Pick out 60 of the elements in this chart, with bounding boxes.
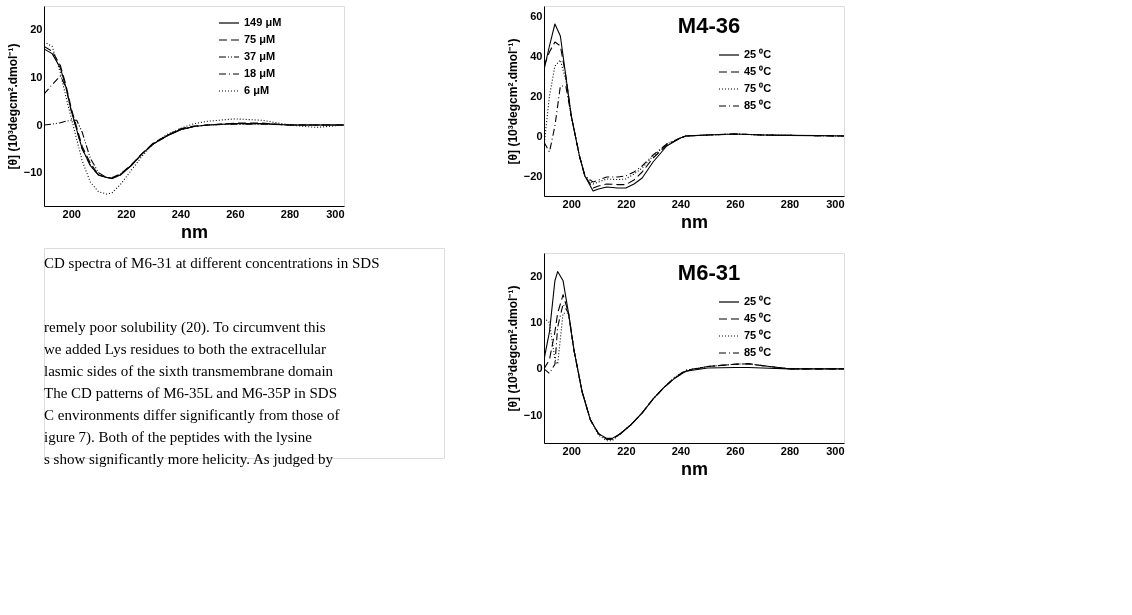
y-tick-label: 20: [530, 89, 543, 102]
y-tick-label: 20: [30, 23, 43, 36]
x-tick-label: 240: [671, 197, 691, 210]
text: igure 7). Both of the peptides with the lysine: [44, 429, 313, 446]
legend-label: 75 ⁰C: [744, 329, 772, 341]
legend-label: 25 ⁰C: [744, 295, 772, 307]
x-tick-label: 280: [780, 444, 800, 457]
x-tick-label: 240: [171, 207, 191, 220]
text: C environments differ significantly from those of: [44, 407, 340, 423]
legend-label: 85 ⁰C: [744, 99, 772, 111]
y-tick-label: 40: [530, 49, 543, 62]
chart-title: M4-36: [677, 13, 741, 38]
x-tick-label: 260: [226, 207, 245, 220]
x-tick-label: 280: [780, 197, 800, 210]
y-tick-label: 60: [530, 9, 543, 22]
text: lasmic sides of the sixth transmembrane domain: [44, 363, 334, 379]
legend-label: 6 μM: [244, 84, 270, 96]
legend-label: 149 μM: [244, 16, 282, 28]
y-axis-title: [θ] (10³degcm².dmol⁻¹): [505, 38, 520, 165]
y-tick-label: 0: [536, 129, 543, 142]
x-tick-label: 220: [617, 444, 636, 457]
legend-label: 18 μM: [244, 67, 276, 79]
text: CD spectra of M6-31 at different concentrations in SDS: [44, 255, 380, 271]
chart-title: M6-31: [677, 260, 741, 285]
x-axis-title: nm: [181, 221, 208, 242]
legend-label: 45 ⁰C: [744, 65, 772, 77]
y-tick-label: −20: [523, 169, 543, 182]
y-tick-label: −10: [23, 166, 43, 179]
y-axis-title: [θ] (10³degcm².dmol⁻¹): [505, 285, 520, 412]
text: The CD patterns of M6-35L and M6-35P in SDS: [44, 385, 338, 401]
y-tick-label: 10: [530, 316, 543, 329]
legend-label: 75 ⁰C: [744, 82, 772, 94]
text: s show significantly more helicity. As judged by: [44, 451, 334, 467]
x-tick-label: 300: [826, 444, 845, 457]
x-tick-label: 280: [280, 207, 300, 220]
y-tick-label: 10: [30, 70, 43, 83]
y-tick-label: 20: [530, 269, 543, 282]
legend-label: 37 μM: [244, 50, 276, 62]
legend-label: 75 μM: [244, 33, 276, 45]
y-tick-label: 0: [536, 362, 543, 375]
x-tick-label: 220: [617, 197, 636, 210]
x-axis-title: nm: [681, 211, 708, 232]
x-axis-title: nm: [681, 458, 708, 479]
x-tick-label: 200: [562, 197, 581, 210]
legend-label: 25 ⁰C: [744, 48, 772, 60]
legend-label: 45 ⁰C: [744, 312, 772, 324]
y-axis-title: [θ] (10³degcm².dmol⁻¹): [5, 43, 20, 170]
text: remely poor solubility (20). To circumvent this: [44, 319, 326, 336]
x-tick-label: 240: [671, 444, 691, 457]
x-tick-label: 220: [117, 207, 136, 220]
y-tick-label: 0: [36, 118, 43, 131]
y-tick-label: −10: [523, 408, 543, 421]
x-tick-label: 300: [826, 197, 845, 210]
x-tick-label: 260: [726, 444, 745, 457]
x-tick-label: 260: [726, 197, 745, 210]
x-tick-label: 200: [562, 444, 581, 457]
text: we added Lys residues to both the extracellular: [44, 341, 326, 357]
x-tick-label: 300: [326, 207, 345, 220]
x-tick-label: 200: [62, 207, 81, 220]
legend-label: 85 ⁰C: [744, 346, 772, 358]
